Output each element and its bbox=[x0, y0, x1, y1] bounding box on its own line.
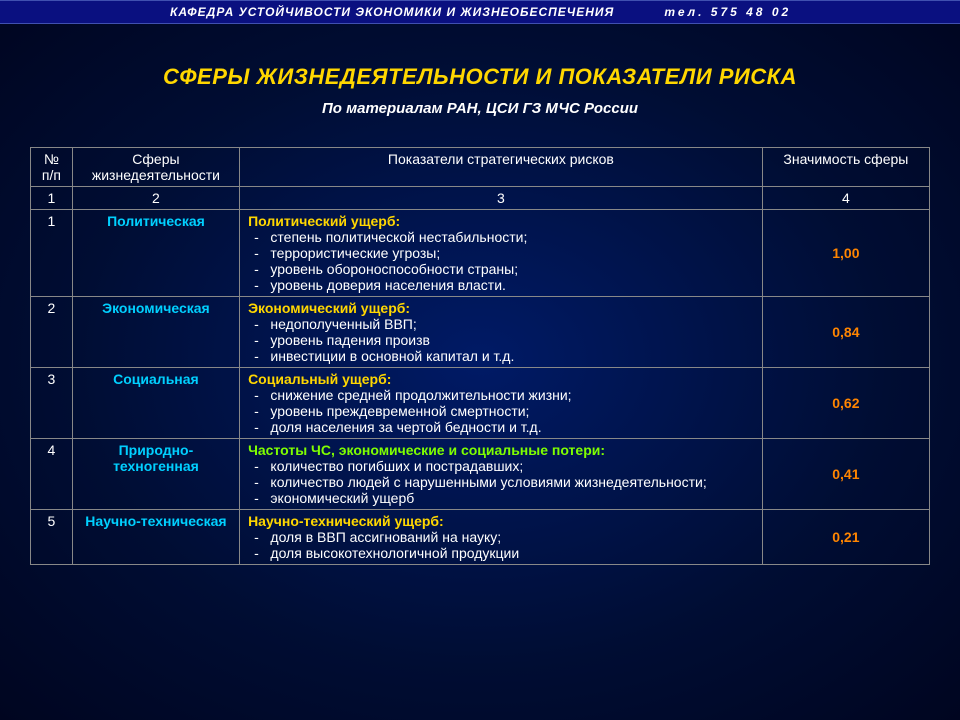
table-header-row: №п/п Сферыжизнедеятельности Показатели с… bbox=[31, 148, 930, 187]
header-bar: КАФЕДРА УСТОЙЧИВОСТИ ЭКОНОМИКИ И ЖИЗНЕОБ… bbox=[0, 0, 960, 24]
indicator-header: Социальный ущерб: bbox=[248, 371, 754, 387]
row-num: 5 bbox=[31, 510, 73, 565]
row-sphere: Научно-техническая bbox=[72, 510, 239, 565]
numrow-4: 4 bbox=[762, 187, 929, 210]
row-value: 0,21 bbox=[762, 510, 929, 565]
row-sphere: Экономическая bbox=[72, 297, 239, 368]
indicator-list: количество погибших и пострадавших;колич… bbox=[248, 458, 754, 506]
row-value: 0,41 bbox=[762, 439, 929, 510]
row-sphere: Социальная bbox=[72, 368, 239, 439]
col-header-value: Значимость сферы bbox=[762, 148, 929, 187]
row-indicators: Научно-технический ущерб:доля в ВВП асси… bbox=[240, 510, 763, 565]
numrow-2: 2 bbox=[72, 187, 239, 210]
list-item: степень политической нестабильности; bbox=[248, 229, 754, 245]
row-value: 0,62 bbox=[762, 368, 929, 439]
dept-phone: тел. 575 48 02 bbox=[664, 5, 791, 19]
list-item: экономический ущерб bbox=[248, 490, 754, 506]
row-num: 3 bbox=[31, 368, 73, 439]
list-item: уровень преждевременной смертности; bbox=[248, 403, 754, 419]
row-num: 1 bbox=[31, 210, 73, 297]
list-item: недополученный ВВП; bbox=[248, 316, 754, 332]
slide-subtitle: По материалам РАН, ЦСИ ГЗ МЧС России bbox=[30, 100, 930, 117]
list-item: количество людей с нарушенными условиями… bbox=[248, 474, 754, 490]
indicator-header: Политический ущерб: bbox=[248, 213, 754, 229]
row-sphere: Природно-техногенная bbox=[72, 439, 239, 510]
row-sphere: Политическая bbox=[72, 210, 239, 297]
row-indicators: Социальный ущерб:снижение средней продол… bbox=[240, 368, 763, 439]
list-item: уровень обороноспособности страны; bbox=[248, 261, 754, 277]
list-item: уровень падения произв bbox=[248, 332, 754, 348]
col-header-indicators: Показатели стратегических рисков bbox=[240, 148, 763, 187]
indicator-list: степень политической нестабильности;терр… bbox=[248, 229, 754, 293]
list-item: инвестиции в основной капитал и т.д. bbox=[248, 348, 754, 364]
list-item: террористические угрозы; bbox=[248, 245, 754, 261]
row-value: 1,00 bbox=[762, 210, 929, 297]
indicator-header: Частоты ЧС, экономические и социальные п… bbox=[248, 442, 754, 458]
risk-table: №п/п Сферыжизнедеятельности Показатели с… bbox=[30, 147, 930, 565]
row-num: 4 bbox=[31, 439, 73, 510]
list-item: количество погибших и пострадавших; bbox=[248, 458, 754, 474]
row-indicators: Частоты ЧС, экономические и социальные п… bbox=[240, 439, 763, 510]
table-row: 3СоциальнаяСоциальный ущерб:снижение сре… bbox=[31, 368, 930, 439]
col-header-num: №п/п bbox=[31, 148, 73, 187]
row-indicators: Политический ущерб:степень политической … bbox=[240, 210, 763, 297]
list-item: снижение средней продолжительности жизни… bbox=[248, 387, 754, 403]
table-row: 4Природно-техногенная Частоты ЧС, экономи… bbox=[31, 439, 930, 510]
list-item: доля населения за чертой бедности и т.д. bbox=[248, 419, 754, 435]
numrow-3: 3 bbox=[240, 187, 763, 210]
indicator-list: доля в ВВП ассигнований на науку;доля вы… bbox=[248, 529, 754, 561]
slide-title: СФЕРЫ ЖИЗНЕДЕЯТЕЛЬНОСТИ И ПОКАЗАТЕЛИ РИС… bbox=[30, 64, 930, 90]
table-row: 5Научно-техническаяНаучно-технический ущ… bbox=[31, 510, 930, 565]
table-row: 1ПолитическаяПолитический ущерб:степень … bbox=[31, 210, 930, 297]
numrow-1: 1 bbox=[31, 187, 73, 210]
dept-name: КАФЕДРА УСТОЙЧИВОСТИ ЭКОНОМИКИ И ЖИЗНЕОБ… bbox=[170, 5, 614, 19]
row-num: 2 bbox=[31, 297, 73, 368]
list-item: доля высокотехнологичной продукции bbox=[248, 545, 754, 561]
row-indicators: Экономический ущерб:недополученный ВВП;у… bbox=[240, 297, 763, 368]
indicator-header: Экономический ущерб: bbox=[248, 300, 754, 316]
table-row: 2ЭкономическаяЭкономический ущерб:недопо… bbox=[31, 297, 930, 368]
list-item: доля в ВВП ассигнований на науку; bbox=[248, 529, 754, 545]
indicator-list: снижение средней продолжительности жизни… bbox=[248, 387, 754, 435]
col-header-sphere: Сферыжизнедеятельности bbox=[72, 148, 239, 187]
row-value: 0,84 bbox=[762, 297, 929, 368]
indicator-list: недополученный ВВП;уровень падения произ… bbox=[248, 316, 754, 364]
table-numrow: 1 2 3 4 bbox=[31, 187, 930, 210]
list-item: уровень доверия населения власти. bbox=[248, 277, 754, 293]
indicator-header: Научно-технический ущерб: bbox=[248, 513, 754, 529]
slide-content: СФЕРЫ ЖИЗНЕДЕЯТЕЛЬНОСТИ И ПОКАЗАТЕЛИ РИС… bbox=[0, 24, 960, 565]
